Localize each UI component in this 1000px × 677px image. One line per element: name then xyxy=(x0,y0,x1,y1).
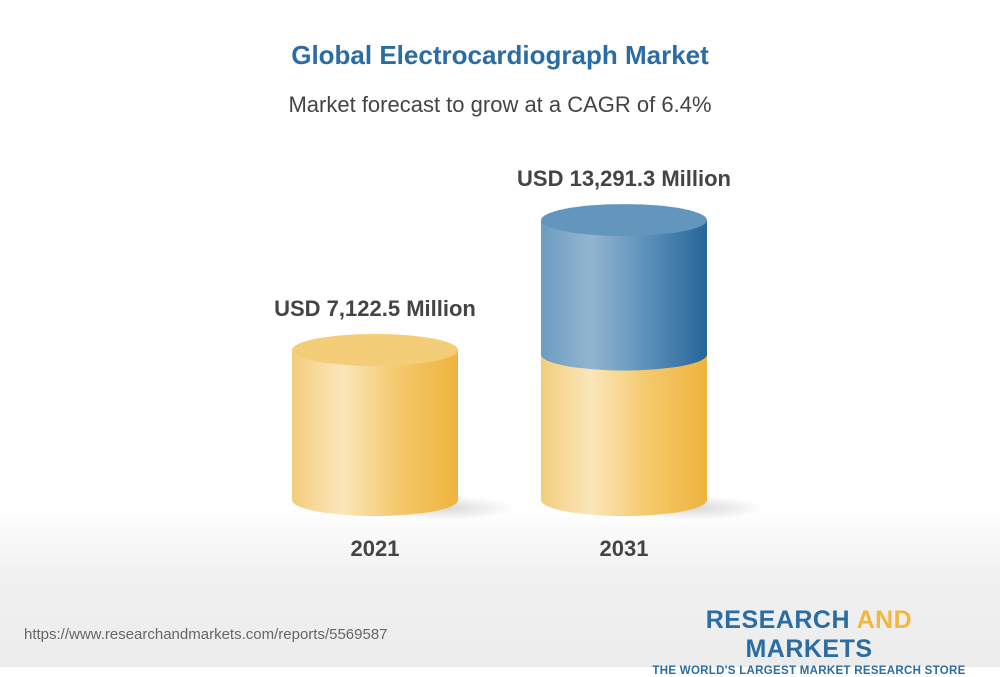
x-tick-label: 2031 xyxy=(600,536,649,561)
logo-text: RESEARCH xyxy=(705,606,857,634)
bar-2031-growth-top xyxy=(541,204,707,237)
x-tick-label: 2021 xyxy=(351,536,400,561)
source-url[interactable]: https://www.researchandmarkets.com/repor… xyxy=(24,626,388,643)
chart-title: Global Electrocardiograph Market xyxy=(291,40,709,70)
bar-2021-body xyxy=(292,350,458,516)
chart-subtitle: Market forecast to grow at a CAGR of 6.4… xyxy=(288,92,712,117)
data-label: USD 7,122.5 Million xyxy=(274,296,476,321)
research-and-markets-logo: RESEARCH AND MARKETS THE WORLD'S LARGEST… xyxy=(641,606,977,677)
logo-text-and: AND xyxy=(856,606,913,634)
bar-2031-growth-body xyxy=(541,220,707,371)
bar-2031-base-body xyxy=(541,354,707,516)
data-label: USD 13,291.3 Million xyxy=(517,166,731,191)
logo-text: MARKETS xyxy=(745,635,873,663)
bar-2021-top xyxy=(292,334,458,366)
